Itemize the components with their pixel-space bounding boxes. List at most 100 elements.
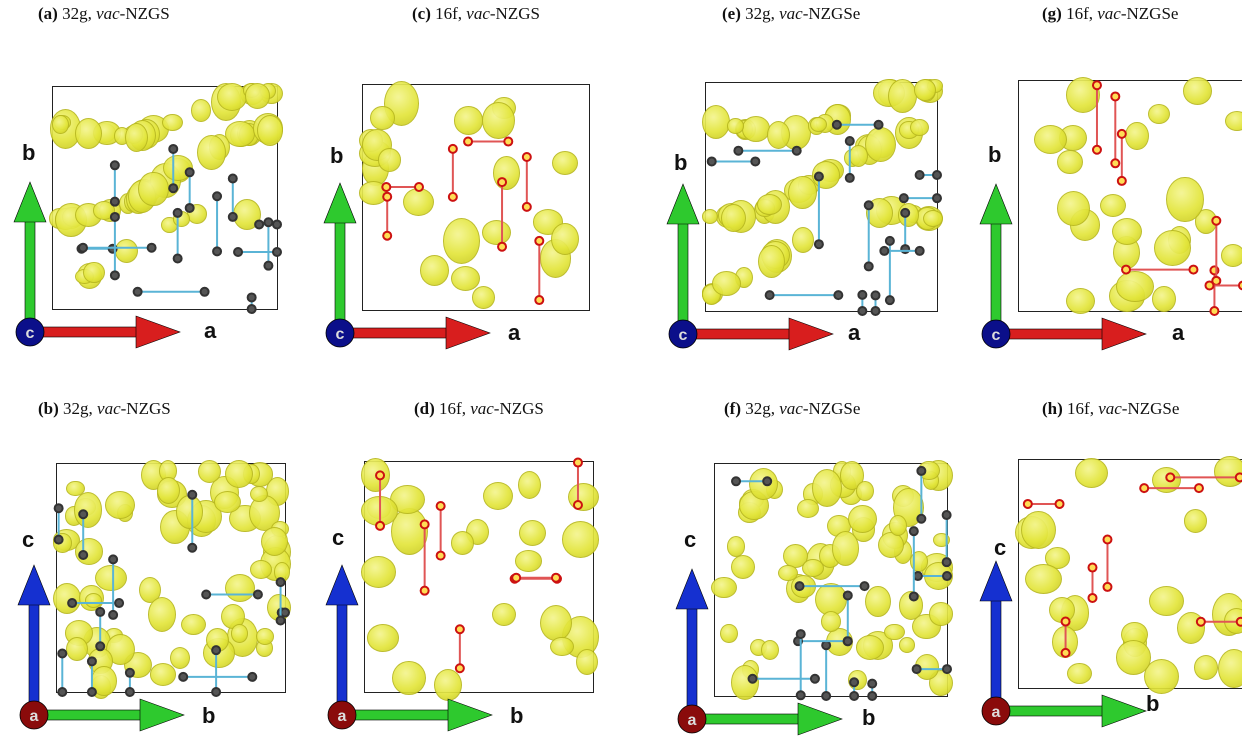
isosurface-blob xyxy=(1100,193,1127,217)
isosurface-blob xyxy=(482,101,516,140)
isosurface-blob xyxy=(256,114,283,147)
site-dot xyxy=(813,171,824,182)
site-dot xyxy=(1121,264,1132,275)
site-dot xyxy=(857,289,868,300)
site-dot xyxy=(884,295,895,306)
isosurface-blob xyxy=(443,218,481,264)
site-dot xyxy=(941,557,952,568)
isosurface-blob xyxy=(914,79,937,101)
site-dot xyxy=(447,143,458,154)
isosurface-blob xyxy=(366,623,400,652)
isosurface-blob xyxy=(92,201,116,220)
site-dot xyxy=(1060,647,1071,658)
site-dot xyxy=(1165,472,1176,483)
migration-path-overlay xyxy=(375,457,583,674)
site-dot xyxy=(1193,483,1204,494)
site-dot xyxy=(534,295,545,306)
site-dot xyxy=(109,160,120,171)
site-dot xyxy=(124,667,135,678)
axis-label-vertical: b xyxy=(674,150,688,175)
migration-path-overlay xyxy=(706,119,942,316)
site-dot xyxy=(124,687,135,697)
axes-triad: c xyxy=(979,183,1147,351)
site-dot xyxy=(263,260,274,271)
isosurface-blob xyxy=(1225,110,1242,131)
site-dot xyxy=(916,513,927,524)
isosurface-blob xyxy=(855,480,874,502)
origin-axis-label: a xyxy=(338,708,347,725)
unit-cell xyxy=(359,81,590,311)
isosurface-blob xyxy=(1066,287,1096,314)
horizontal-axis-arrow xyxy=(995,705,1107,717)
site-dot xyxy=(572,499,583,510)
isosurface-blob xyxy=(810,116,828,132)
site-dot xyxy=(879,245,890,256)
axis-label-vertical: c xyxy=(684,527,697,552)
isosurface-blob xyxy=(1066,662,1092,685)
unit-cell xyxy=(361,457,599,702)
site-dot xyxy=(57,687,68,697)
isosurface-blob xyxy=(244,83,271,109)
site-dot xyxy=(1116,175,1127,186)
isosurface-blob xyxy=(760,639,780,661)
site-dot xyxy=(187,489,198,500)
panel-caption: (b) 32g, vac-NZGS xyxy=(38,399,171,418)
site-dot xyxy=(247,671,258,682)
origin-axis-sphere xyxy=(668,319,698,349)
site-dot xyxy=(747,673,758,684)
site-dot xyxy=(572,457,583,468)
site-dot xyxy=(867,691,878,701)
horizontal-axis-arrowhead xyxy=(1101,317,1147,351)
site-dot xyxy=(108,609,119,620)
vertical-axis-arrow xyxy=(990,595,1002,712)
site-dot xyxy=(172,207,183,218)
isosurface-blob xyxy=(147,596,177,632)
site-dot xyxy=(109,196,120,207)
isosurface-blob xyxy=(1025,563,1063,594)
isosurface-blob xyxy=(256,627,275,645)
isosurface-blob xyxy=(453,106,484,135)
migration-path-overlay xyxy=(1091,80,1242,316)
site-dot xyxy=(1091,80,1102,91)
site-dot xyxy=(731,476,742,487)
site-dot xyxy=(932,170,942,181)
site-dot xyxy=(227,211,238,222)
isosurface-blob xyxy=(51,114,69,135)
site-dot xyxy=(246,292,257,303)
isosurface-blob xyxy=(567,483,599,512)
isosurface-blob xyxy=(260,526,288,556)
site-dot xyxy=(1110,158,1121,169)
isosurface-blob xyxy=(392,661,426,696)
isosurface-blob xyxy=(377,148,402,172)
site-dot xyxy=(419,519,430,530)
site-dot xyxy=(233,246,244,257)
site-dot xyxy=(733,145,744,156)
isosurface-blob xyxy=(726,117,745,134)
isosurface-blob xyxy=(731,665,759,701)
isosurface-blob xyxy=(515,550,542,572)
vertical-axis-arrow xyxy=(334,217,346,334)
isosurface-blob xyxy=(149,663,177,686)
site-dot xyxy=(849,677,860,688)
site-dot xyxy=(108,554,119,565)
site-dot xyxy=(511,572,522,583)
axes-triad: c xyxy=(666,183,834,351)
site-dot xyxy=(497,241,508,252)
isosurface-blob xyxy=(802,558,825,577)
isosurface-blob xyxy=(1153,229,1191,266)
isosurface-blob xyxy=(156,476,181,505)
isosurface-blob xyxy=(433,669,462,702)
isosurface-blob xyxy=(471,286,496,310)
horizontal-axis-arrow xyxy=(682,328,794,340)
axes-triad: a xyxy=(979,560,1147,728)
isosurface-blob xyxy=(450,531,475,556)
site-dot xyxy=(252,589,263,600)
site-dot xyxy=(114,598,125,609)
axes-triad: a xyxy=(325,564,493,732)
site-dot xyxy=(419,585,430,596)
horizontal-axis-arrow xyxy=(691,713,803,725)
isosurface-blob xyxy=(518,519,547,547)
panel-caption: (a) 32g, vac-NZGS xyxy=(38,4,170,23)
axis-label-vertical: c xyxy=(22,527,35,552)
axis-label-horizontal: b xyxy=(862,705,876,730)
